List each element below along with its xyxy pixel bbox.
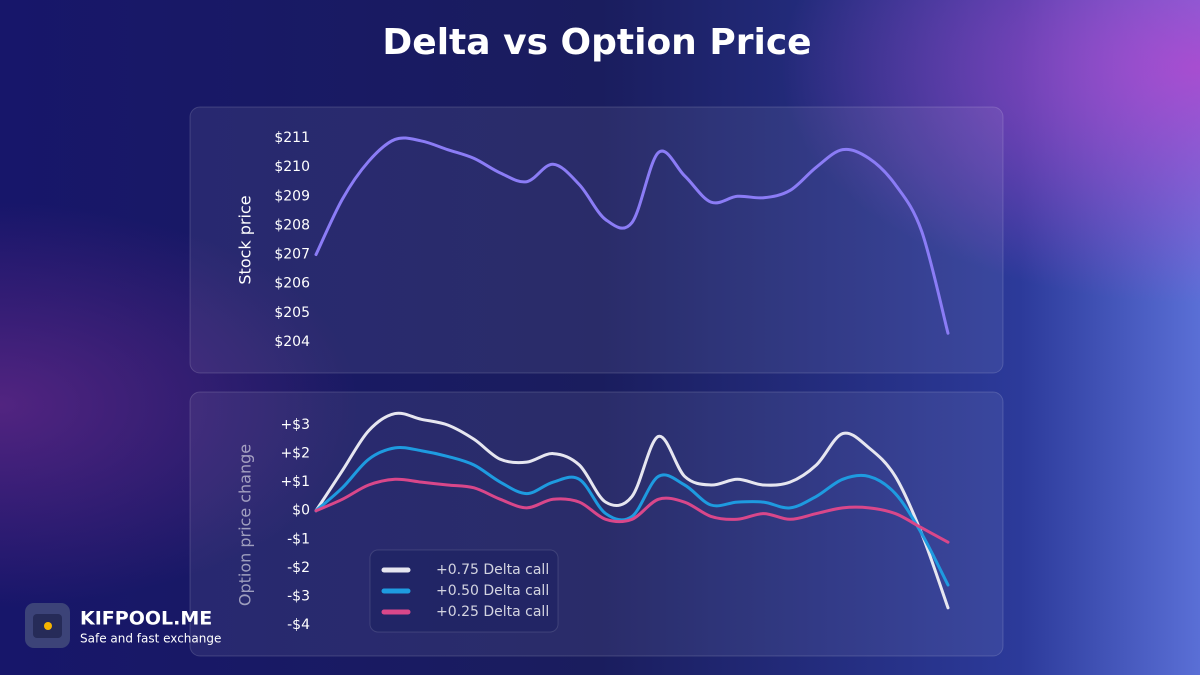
- y-tick-label: $0: [292, 503, 310, 519]
- y-axis-label: Stock price: [236, 195, 255, 284]
- y-tick-label: $206: [274, 276, 310, 292]
- y-tick-label: -$3: [287, 588, 310, 604]
- legend-label: +0.50 Delta call: [436, 583, 549, 599]
- legend-label: +0.75 Delta call: [436, 562, 549, 578]
- series-line: [314, 411, 950, 610]
- y-tick-label: -$1: [287, 531, 310, 547]
- legend-label: +0.25 Delta call: [436, 604, 549, 620]
- y-tick-label: +$2: [280, 446, 310, 462]
- y-tick-label: +$1: [280, 474, 310, 490]
- legend: [369, 549, 559, 633]
- panel: [189, 391, 1004, 657]
- brand-tagline: Safe and fast exchange: [80, 632, 221, 646]
- y-tick-label: -$4: [287, 617, 310, 633]
- title: Delta vs Option Price: [382, 22, 811, 63]
- panel: [189, 106, 1004, 374]
- y-tick-label: $211: [274, 130, 310, 146]
- brand-name: KIFPOOL.ME: [80, 608, 212, 630]
- y-tick-label: $210: [274, 159, 310, 175]
- y-tick-label: $207: [274, 247, 310, 263]
- y-tick-label: $209: [274, 188, 310, 204]
- series-line: [314, 136, 950, 335]
- brand: KIFPOOL.ME Safe and fast exchange: [25, 603, 221, 648]
- y-tick-label: $204: [274, 334, 310, 350]
- y-tick-label: $205: [274, 305, 310, 321]
- y-tick-label: -$2: [287, 560, 310, 576]
- series-line: [314, 477, 950, 544]
- brand-icon: [44, 622, 52, 630]
- series-line: [314, 446, 950, 587]
- y-axis-label: Option price change: [236, 444, 255, 606]
- y-tick-label: +$3: [280, 417, 310, 433]
- y-tick-label: $208: [274, 217, 310, 233]
